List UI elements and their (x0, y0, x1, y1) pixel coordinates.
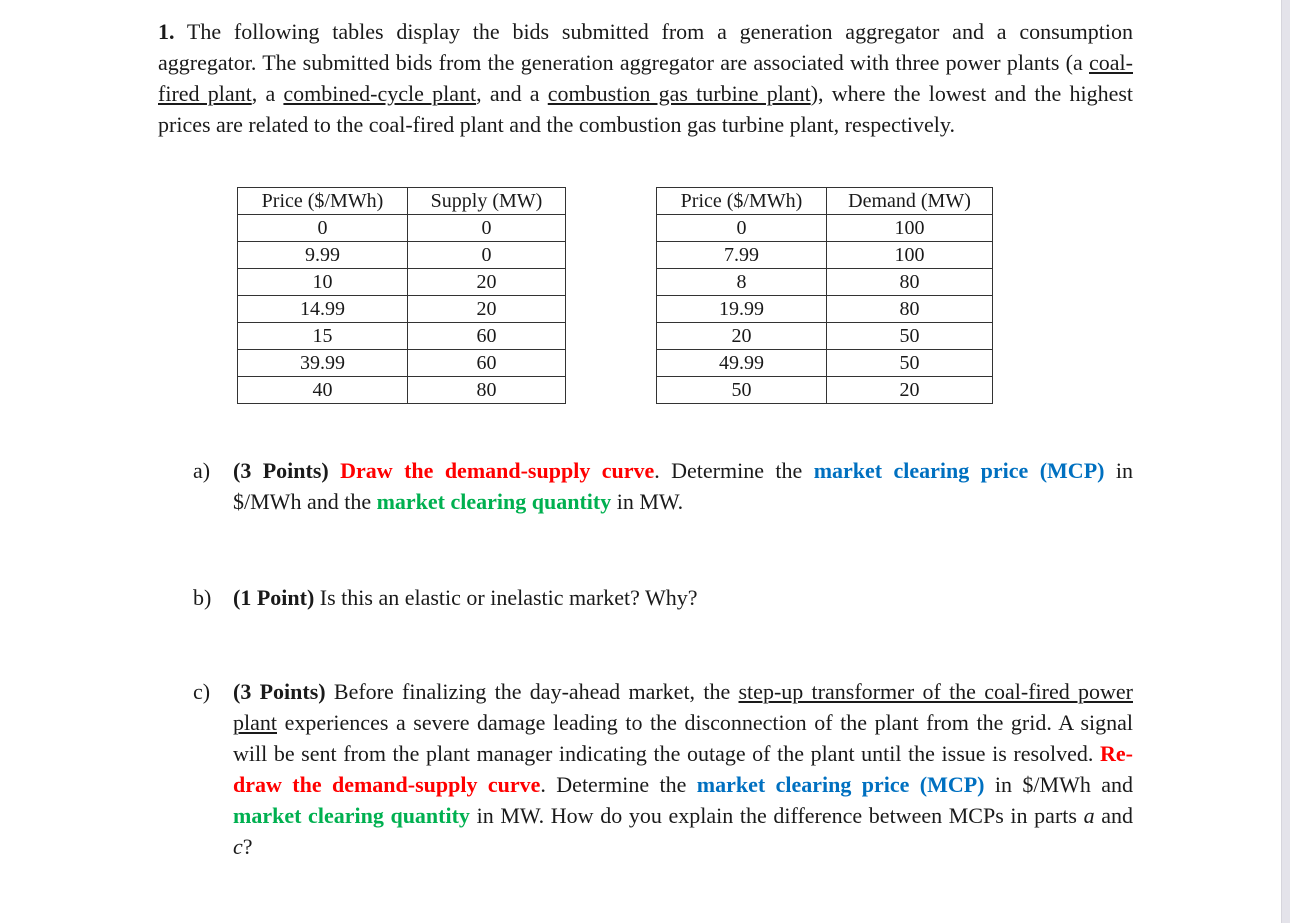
scrollbar[interactable] (1281, 0, 1290, 923)
text: Is this an elastic or inelastic market? … (314, 585, 698, 610)
table-cell: 50 (826, 349, 993, 377)
table-row: 20 50 (656, 322, 993, 350)
table-cell: 20 (407, 295, 566, 323)
table-row: 50 20 (656, 376, 993, 404)
table-row: 49.99 50 (656, 349, 993, 377)
table-cell: 0 (237, 214, 408, 242)
text: The following tables display the bids su… (158, 19, 1133, 75)
text: , and a (476, 81, 548, 106)
underlined-text: combustion gas turbine plant (547, 81, 811, 106)
table-row: 40 80 (237, 376, 566, 404)
text: . Determine the (540, 772, 697, 797)
text: in $/MWh and (984, 772, 1133, 797)
table-row: 10 20 (237, 268, 566, 296)
table-row: 8 80 (656, 268, 993, 296)
part-a-label: a) (193, 458, 211, 483)
table-cell: 60 (407, 322, 566, 350)
highlight-red: Draw the demand-supply curve (340, 458, 655, 483)
table-cell: 15 (237, 322, 408, 350)
underlined-text: combined-cycle plant (283, 81, 477, 106)
table-row: 7.99 100 (656, 241, 993, 269)
header-demand: Demand (MW) (826, 187, 993, 215)
text: experiences a severe damage leading to t… (233, 710, 1133, 766)
table-row: 15 60 (237, 322, 566, 350)
highlight-red: Re-draw the demand-supply curve (233, 741, 1133, 797)
table-cell: 100 (826, 241, 993, 269)
table-cell: 40 (237, 376, 408, 404)
table-cell: 49.99 (656, 349, 827, 377)
text: Before finalizing the day-ahead market, … (325, 679, 739, 704)
text: , a (251, 81, 284, 106)
highlight-blue: market clearing price (MCP) (696, 772, 985, 797)
table-cell: 19.99 (656, 295, 827, 323)
header-price: Price ($/MWh) (656, 187, 827, 215)
header-price: Price ($/MWh) (237, 187, 408, 215)
table-cell: 8 (656, 268, 827, 296)
part-b-label: b) (193, 585, 212, 610)
highlight-green: market clearing quantity (233, 803, 470, 828)
table-cell: 50 (826, 322, 993, 350)
table-cell: 10 (237, 268, 408, 296)
table-cell: 20 (656, 322, 827, 350)
italic-text: a (1083, 803, 1095, 828)
table-row: 0 100 (656, 214, 993, 242)
part-c-label: c) (193, 679, 211, 704)
table-cell: 80 (826, 295, 993, 323)
table-cell: 0 (407, 214, 566, 242)
table-cell: 7.99 (656, 241, 827, 269)
highlight-green: market clearing quantity (376, 489, 612, 514)
part-c-text: (3 Points) Before finalizing the day-ahe… (233, 676, 1133, 862)
table-row: 14.99 20 (237, 295, 566, 323)
points: (3 Points) (233, 679, 326, 704)
text: and (1094, 803, 1134, 828)
table-row: 9.99 0 (237, 241, 566, 269)
table-row: 19.99 80 (656, 295, 993, 323)
table-cell: 20 (407, 268, 566, 296)
text: ), where the lowest and the highest pric… (158, 81, 1134, 137)
highlight-blue: market clearing price (MCP) (813, 458, 1105, 483)
table-cell: 60 (407, 349, 566, 377)
italic-text: c (233, 834, 243, 859)
question-number: 1. (158, 19, 175, 44)
part-a-text: (3 Points) Draw the demand-supply curve.… (233, 455, 1133, 517)
text: in MW. (611, 489, 684, 514)
table-cell: 50 (656, 376, 827, 404)
table-row: 39.99 60 (237, 349, 566, 377)
header-supply: Supply (MW) (407, 187, 566, 215)
text: ? (242, 834, 253, 859)
part-b-text: (1 Point) Is this an elastic or inelasti… (233, 582, 1133, 613)
underlined-text: coal-fired plant (158, 50, 1133, 106)
question-text: 1. The following tables display the bids… (158, 16, 1133, 140)
table-cell: 100 (826, 214, 993, 242)
text: . Determine the (654, 458, 814, 483)
table-cell: 80 (407, 376, 566, 404)
table-cell: 14.99 (237, 295, 408, 323)
text: in $/MWh and the (233, 458, 1133, 514)
table-cell: 39.99 (237, 349, 408, 377)
table-cell: 0 (407, 241, 566, 269)
supply-table: Price ($/MWh) Supply (MW) 0 0 9.99 0 10 20 14.9… (237, 187, 566, 404)
table-cell: 80 (826, 268, 993, 296)
table-cell: 0 (656, 214, 827, 242)
demand-table: Price ($/MWh) Demand (MW) 0 100 7.99 100 8 80 1… (656, 187, 993, 404)
points: (1 Point) (233, 585, 315, 610)
text: in MW. How do you explain the difference… (469, 803, 1084, 828)
underlined-text: step-up transformer of the coal-fired po… (233, 679, 1133, 735)
table-cell: 20 (826, 376, 993, 404)
points: (3 Points) (233, 458, 329, 483)
table-cell: 9.99 (237, 241, 408, 269)
